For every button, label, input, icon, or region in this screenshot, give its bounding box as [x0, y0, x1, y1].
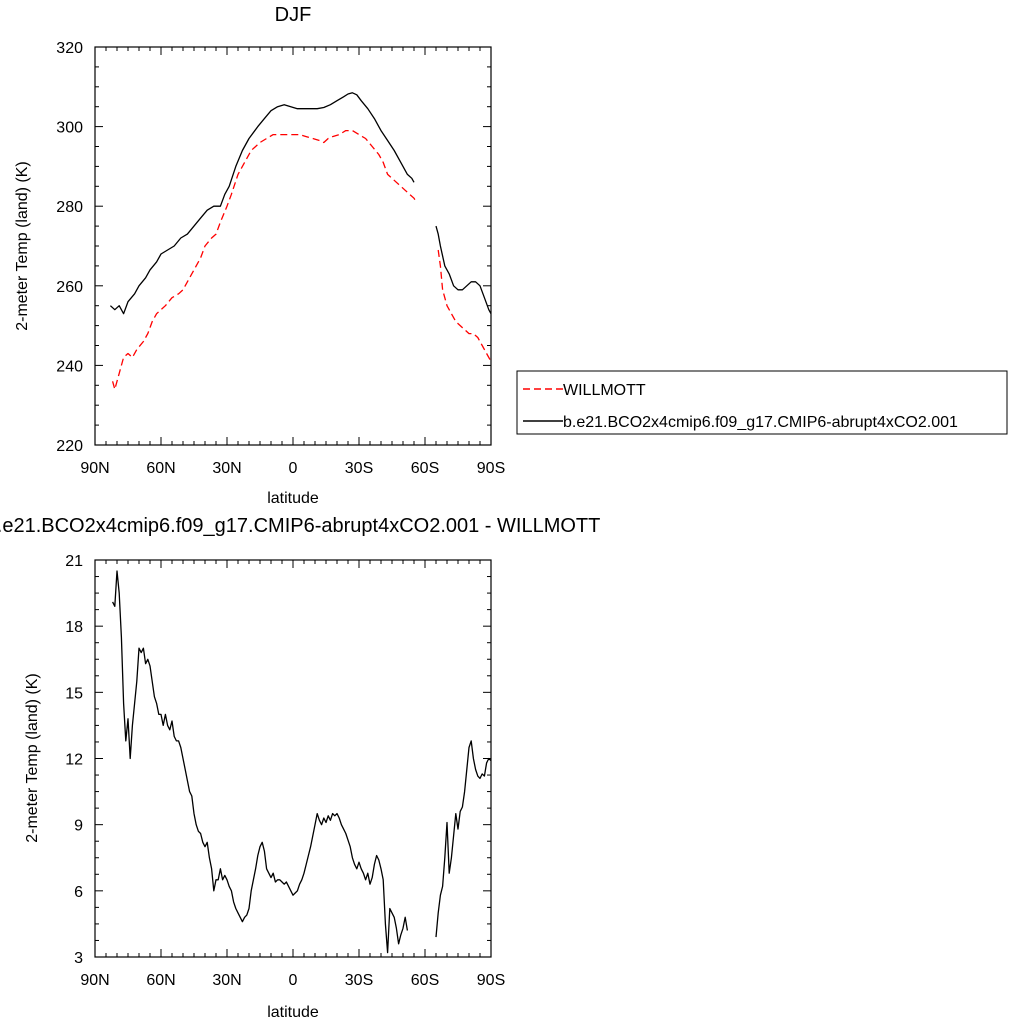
top-x-tick-label: 30N	[212, 460, 241, 477]
bottom-x-axis-label: latitude	[267, 1004, 319, 1021]
bottom-y-tick-label: 3	[74, 950, 83, 967]
top-y-tick-label: 280	[56, 199, 83, 216]
top-chart-title: DJF	[275, 4, 312, 26]
top-series-lines	[109, 92, 492, 390]
bottom-chart-title: b.e21.BCO2x4cmip6.f09_g17.CMIP6-abrupt4x…	[0, 515, 600, 537]
top-x-tick-label: 90S	[477, 460, 505, 477]
bottom-x-tick-label: 0	[289, 972, 298, 989]
bottom-y-axis-label: 2-meter Temp (land) (K)	[24, 673, 41, 843]
top-x-tick-label: 90N	[80, 460, 109, 477]
bottom-x-tick-label: 30S	[345, 972, 373, 989]
bottom-ticks: 90N 60N 30N 0 30S 60S 90S 3 6 9 12 15 18 21	[65, 553, 505, 989]
legend-willmott-label: WILLMOTT	[563, 382, 646, 399]
top-series-1-line	[435, 225, 492, 315]
top-y-tick-label: 320	[56, 40, 83, 57]
legend: WILLMOTT b.e21.BCO2x4cmip6.f09_g17.CMIP6…	[516, 370, 1008, 435]
bottom-y-tick-label: 12	[65, 752, 83, 769]
top-series-1-line	[109, 92, 415, 315]
bottom-x-tick-label: 60N	[146, 972, 175, 989]
bottom-panel: b.e21.BCO2x4cmip6.f09_g17.CMIP6-abrupt4x…	[0, 515, 600, 1021]
top-x-tick-label: 0	[289, 460, 298, 477]
bottom-x-tick-label: 90N	[80, 972, 109, 989]
top-x-tick-label: 60S	[411, 460, 439, 477]
top-ticks: 90N 60N 30N 0 30S 60S 90S 220 240 260 280 300 320	[56, 40, 505, 477]
top-y-axis-label: 2-meter Temp (land) (K)	[14, 161, 31, 331]
bottom-y-tick-label: 6	[74, 884, 83, 901]
top-panel: DJF 90N 60N 30N 0 30S 60S 90S 220 240 260 280 300 32…	[14, 4, 505, 507]
top-x-axis-label: latitude	[267, 490, 319, 507]
bottom-y-tick-label: 15	[65, 685, 83, 702]
bottom-y-tick-label: 18	[65, 619, 83, 636]
bottom-y-tick-label: 9	[74, 818, 83, 835]
top-x-tick-label: 60N	[146, 460, 175, 477]
top-x-tick-label: 30S	[345, 460, 373, 477]
bottom-x-tick-label: 30N	[212, 972, 241, 989]
bottom-series-lines	[112, 570, 492, 954]
bottom-x-tick-label: 90S	[477, 972, 505, 989]
top-y-tick-label: 300	[56, 120, 83, 137]
top-y-tick-label: 220	[56, 438, 83, 455]
bottom-series-0-line	[435, 740, 492, 938]
top-y-tick-label: 260	[56, 279, 83, 296]
bottom-plot-frame	[94, 559, 492, 958]
bottom-series-0-line	[112, 570, 409, 954]
bottom-x-tick-label: 60S	[411, 972, 439, 989]
top-y-tick-label: 240	[56, 358, 83, 375]
bottom-y-tick-label: 21	[65, 553, 83, 570]
legend-model-label: b.e21.BCO2x4cmip6.f09_g17.CMIP6-abrupt4x…	[563, 414, 958, 431]
legend-box	[516, 370, 1008, 435]
top-series-0-line	[437, 249, 492, 362]
